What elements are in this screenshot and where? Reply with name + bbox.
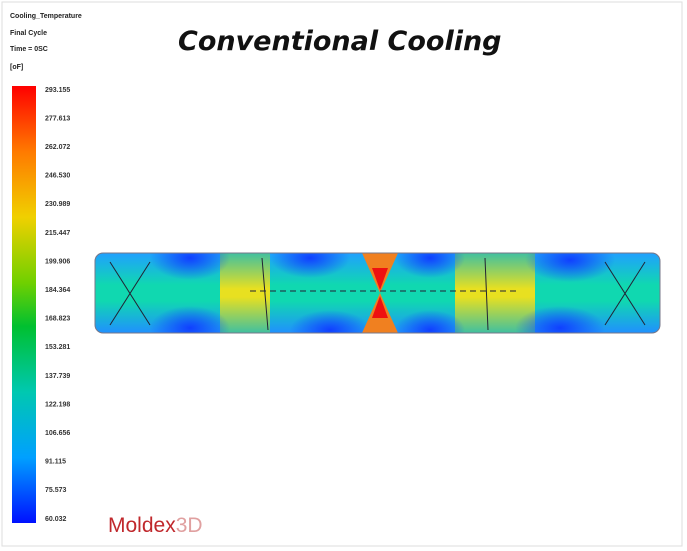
logo-suffix: 3D	[176, 514, 203, 537]
legend-label: 91.115	[45, 459, 66, 466]
legend-label: 137.739	[45, 373, 70, 380]
legend-label: 215.447	[45, 230, 70, 237]
result-cycle: Final Cycle	[10, 30, 47, 37]
logo-brand: Moldex	[108, 514, 176, 537]
view-title: Conventional Cooling	[178, 26, 502, 57]
legend-label: 199.906	[45, 258, 70, 265]
legend-label: 106.656	[45, 430, 70, 437]
legend-label: 75.573	[45, 487, 67, 494]
result-quantity: Cooling_Temperature	[10, 13, 82, 20]
result-time: Time = 0SC	[10, 46, 48, 53]
legend-label: 122.198	[45, 401, 70, 408]
legend-label: 184.364	[45, 287, 70, 294]
legend-label: 153.281	[45, 344, 70, 351]
legend-label: 246.530	[45, 173, 70, 180]
result-unit: [oF]	[10, 64, 23, 71]
legend-label: 168.823	[45, 316, 70, 323]
color-bar	[12, 86, 36, 523]
legend-label: 262.072	[45, 144, 70, 151]
screenshot: Cooling_Temperature Final Cycle Time = 0…	[0, 0, 687, 551]
legend-label: 230.989	[45, 201, 70, 208]
logo: Moldex3D	[108, 514, 203, 537]
page: Cooling_Temperature Final Cycle Time = 0…	[0, 0, 687, 551]
legend-label: 293.155	[45, 87, 70, 94]
legend-label: 277.613	[45, 115, 70, 122]
legend-label: 60.032	[45, 516, 67, 523]
